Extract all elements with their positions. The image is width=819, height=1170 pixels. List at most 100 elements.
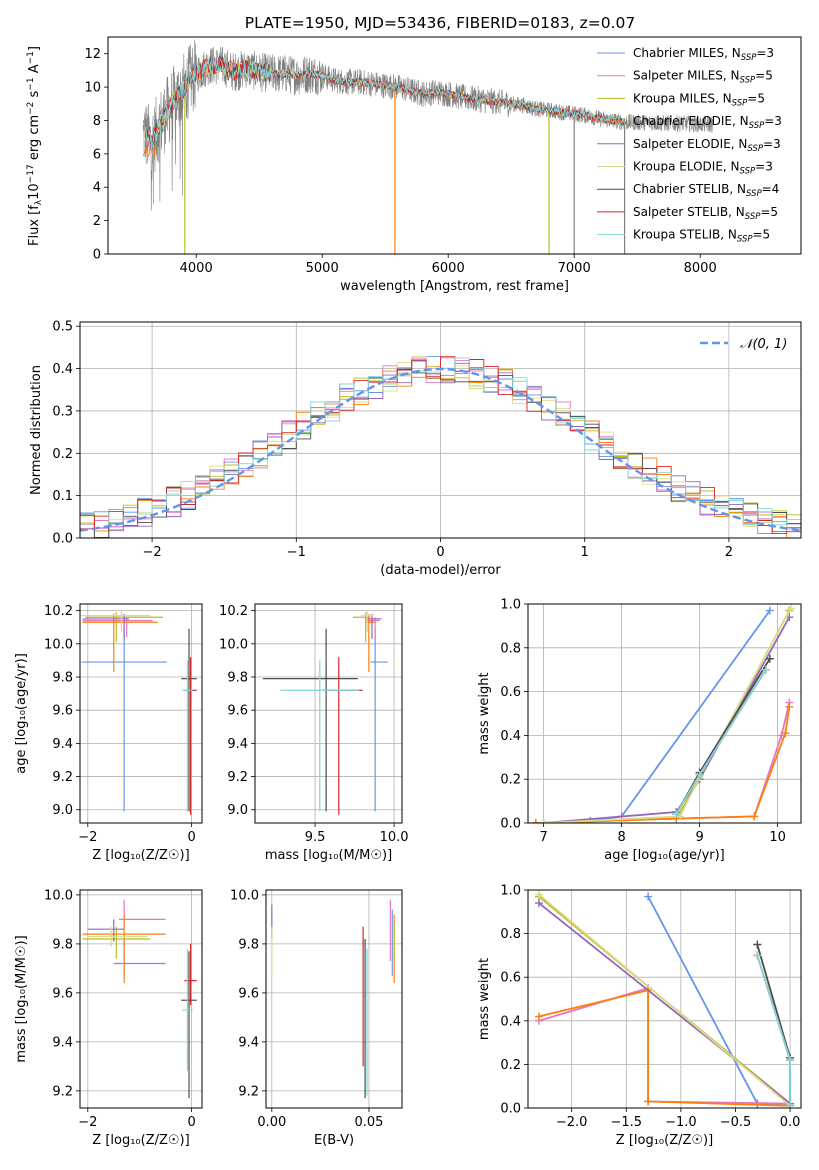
legend-label-sub: SSP	[740, 76, 756, 86]
x-axis-label: age [log₁₀(age/yr)]	[604, 848, 725, 863]
weight-marker-chabrier_elodie	[531, 819, 540, 823]
weight-marker-kroupa_stelib	[786, 1101, 795, 1108]
legend-label-tail: =5	[760, 205, 778, 219]
y-tick-label: 9.4	[227, 737, 248, 752]
legend-label-base: Chabrier MILES, N	[633, 46, 741, 60]
axes-age_vs_Z: −2 0 9.0 9.2 9.4 9.6 9.8 10.0 10.2 Z [log₁₀(Z/Z☉)…	[14, 603, 203, 863]
gaussian-curve	[80, 367, 801, 532]
y-tick-label: 9.4	[52, 737, 73, 752]
y-tick-label: 9.6	[238, 986, 259, 1001]
x-tick-label: −0.5	[720, 1115, 752, 1130]
legend-label: Chabrier MILES, NSSP=3	[633, 46, 774, 63]
axes-weight_vs_age: 7 8 9 10 0.0 0.2 0.4 0.6 0.8 1.0 age [log₁₀(age/yr…	[477, 598, 802, 863]
weight-marker-chabrier_miles	[765, 606, 774, 615]
weight-line-kroupa_miles	[543, 610, 791, 823]
y-tick-label: 9.6	[227, 704, 248, 719]
legend-label-tail: =5	[747, 91, 765, 105]
x-axis-label: Z [log₁₀(Z/Z☉)]	[92, 848, 189, 863]
x-tick-label: 1	[581, 545, 589, 560]
weight-marker-kroupa_elodie	[539, 819, 548, 823]
x-tick-label: 0	[436, 545, 444, 560]
plot-area-mass_vs_Z	[80, 890, 202, 1108]
legend-label: Chabrier STELIB, NSSP=4	[633, 182, 779, 199]
legend-label-tail: =4	[762, 182, 780, 196]
weight-line-chabrier_miles	[590, 610, 771, 822]
y-tick-label: 1.0	[500, 598, 521, 613]
legend-label-base: Salpeter STELIB, N	[633, 205, 745, 219]
histogram-chabrier_stelib	[80, 368, 801, 538]
y-tick-label: 0.2	[500, 1058, 521, 1073]
y-tick-label: 6	[93, 147, 101, 162]
y-axis-label: mass [log₁₀(M/M☉)]	[14, 935, 29, 1062]
y-tick-label: 9.6	[52, 986, 73, 1001]
x-tick-label: 7000	[558, 261, 591, 276]
y-tick-label: 0.4	[52, 362, 73, 377]
plot-area-residual_hist	[80, 322, 801, 538]
y-tick-label: 4	[93, 181, 101, 196]
x-tick-label: 0	[187, 830, 195, 845]
y-tick-label: 9.2	[52, 770, 73, 785]
x-axis-label: wavelength [Angstrom, rest frame]	[340, 279, 569, 294]
legend-label: Salpeter MILES, NSSP=5	[633, 69, 773, 86]
y-tick-label: 10.2	[219, 604, 248, 619]
y-tick-label: 0.0	[500, 817, 521, 832]
weight-marker-kroupa_elodie	[534, 890, 543, 899]
y-tick-label: 9.4	[52, 1035, 73, 1050]
legend-label-base: Salpeter ELODIE, N	[633, 137, 747, 151]
x-tick-label: 6000	[432, 261, 465, 276]
x-axis-label: Z [log₁₀(Z/Z☉)]	[92, 1133, 189, 1148]
y-tick-label: 9.8	[52, 671, 73, 686]
y-tick-label: 10.0	[44, 637, 73, 652]
x-tick-label: 9	[695, 830, 703, 845]
chart-title: PLATE=1950, MJD=53436, FIBERID=0183, z=0…	[245, 14, 635, 32]
plot-area-age_vs_mass	[255, 604, 402, 823]
weight-marker-chabrier_elodie	[644, 1097, 653, 1106]
y-tick-label: 0.1	[52, 489, 73, 504]
y-tick-label: 9.0	[227, 803, 248, 818]
weight-marker-kroupa_stelib	[761, 665, 770, 674]
y-tick-label: 9.8	[227, 671, 248, 686]
legend-label-sub: SSP	[749, 121, 765, 131]
legend-label-sub: SSP	[745, 212, 761, 222]
weight-marker-kroupa_stelib	[672, 810, 681, 819]
legend-label-sub: SSP	[740, 167, 756, 177]
y-axis-label-part: −1	[26, 77, 36, 90]
weight-marker-kroupa_stelib	[753, 951, 762, 960]
histogram-salpeter_stelib	[80, 356, 801, 535]
x-tick-label: 0	[187, 1115, 195, 1130]
x-tick-label: 0.05	[354, 1115, 383, 1130]
y-axis-label: age [log₁₀(age/yr)]	[14, 653, 29, 774]
y-tick-label: 9.8	[238, 937, 259, 952]
y-axis-label-part: A	[27, 64, 42, 77]
y-tick-label: 0.5	[52, 320, 73, 335]
axes-frame	[79, 603, 203, 824]
legend-label-tail: =3	[764, 114, 782, 128]
weight-line-chabrier_elodie	[538, 989, 791, 1107]
x-axis-label: E(B-V)	[314, 1133, 354, 1148]
y-axis-label: Normed distribution	[29, 365, 44, 495]
legend-label: Chabrier ELODIE, NSSP=3	[633, 114, 782, 131]
plot-area-age_vs_Z	[80, 604, 202, 823]
legend-label: Kroupa ELODIE, NSSP=3	[633, 160, 773, 177]
x-tick-label: 8000	[684, 261, 717, 276]
y-axis-label-part: −1	[26, 51, 36, 64]
plot-area-mass_vs_ebv	[266, 890, 402, 1108]
axes-frame	[265, 889, 403, 1109]
plot-area-spectrum	[142, 39, 713, 254]
legend-label-base: Kroupa STELIB, N	[633, 228, 737, 242]
y-tick-label: 10.2	[44, 604, 73, 619]
legend-label: Kroupa STELIB, NSSP=5	[633, 228, 770, 245]
y-tick-label: 0.8	[500, 927, 521, 942]
y-tick-label: 1.0	[500, 884, 521, 899]
x-tick-label: 9.5	[305, 830, 326, 845]
y-axis-label-part: −2	[26, 102, 36, 115]
x-tick-label: 0.0	[780, 1115, 801, 1130]
legend-label-sub: SSP	[747, 144, 763, 154]
y-tick-label: 9.0	[52, 803, 73, 818]
axes-frame	[79, 889, 203, 1109]
weight-marker-kroupa_stelib	[786, 1056, 795, 1065]
weight-marker-chabrier_stelib	[765, 654, 774, 663]
y-tick-label: 0.3	[52, 404, 73, 419]
